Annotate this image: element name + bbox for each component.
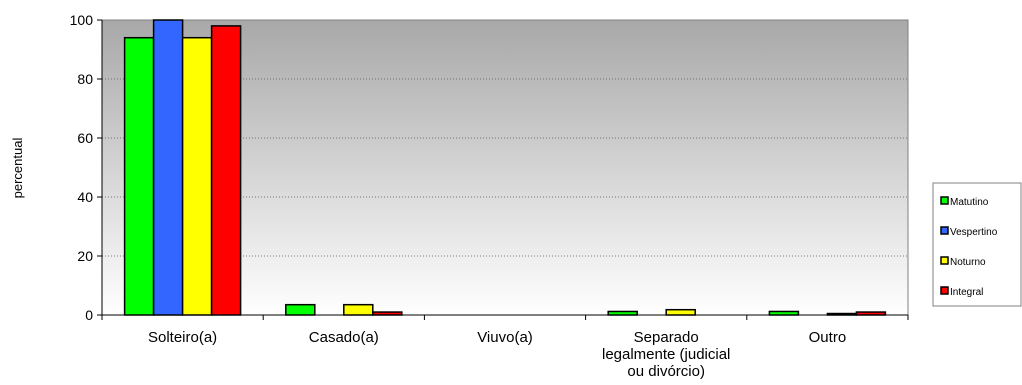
x-category-label: Separado legalmente (judicial ou divórcio) [602,329,730,380]
bar-noturno-3 [665,308,696,316]
x-category-label: Casado(a) [309,329,379,346]
x-category-label: Viuvo(a) [477,329,533,346]
y-tick-label: 20 [77,248,93,264]
bar-matutino-3 [607,310,638,316]
legend-label-integral: Integral [950,287,983,298]
y-axis-label: percentual [10,138,25,199]
bar-matutino-0 [123,36,155,316]
legend-swatch-vespertino [940,226,949,235]
legend-label-vespertino: Vespertino [950,227,998,238]
legend-label-noturno: Noturno [950,257,986,268]
legend-label-matutino: Matutino [950,197,989,208]
bar-noturno-0 [181,36,213,316]
y-tick-label: 0 [85,307,93,323]
y-tick-label: 60 [77,130,93,146]
legend: Matutino Vespertino Noturno Integral [932,182,1022,307]
legend-swatch-matutino [940,196,949,205]
bar-noturno-1 [343,303,374,316]
bar-matutino-1 [285,303,316,316]
y-tick-label: 40 [77,189,93,205]
x-category-label: Solteiro(a) [148,329,217,346]
bar-integral-0 [210,25,242,316]
y-tick-label: 100 [70,12,94,28]
legend-swatch-noturno [940,256,949,265]
bar-vespertino-0 [152,19,184,316]
x-category-label: Outro [809,329,847,346]
y-tick-label: 80 [77,71,93,87]
bar-matutino-4 [768,310,800,316]
legend-swatch-integral [940,286,949,295]
